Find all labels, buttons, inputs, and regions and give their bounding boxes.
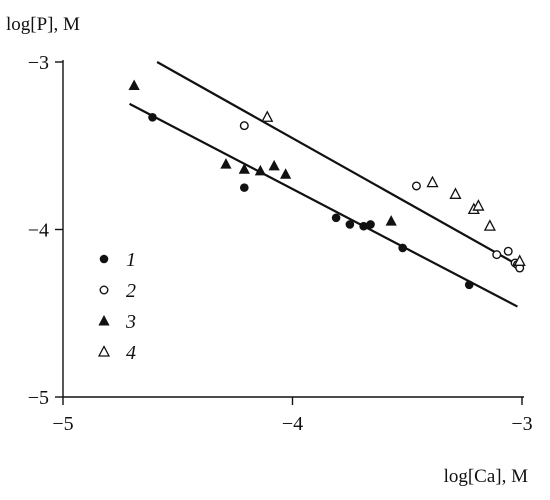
data-point-series-3: [268, 159, 280, 171]
legend-label-4: 4: [126, 342, 136, 364]
y-tick-label: −5: [28, 387, 49, 409]
data-point-series-2: [492, 250, 502, 260]
x-axis-label: log[Ca], M: [444, 466, 529, 487]
legend-marker-2: [99, 285, 109, 295]
legend-marker-3: [98, 315, 110, 326]
data-point-series-1: [464, 280, 474, 290]
data-point-series-4: [261, 110, 274, 122]
fit-line: [156, 61, 518, 266]
data-point-series-1: [148, 112, 157, 122]
x-tick-label: −5: [52, 413, 73, 435]
data-point-series-3: [220, 158, 232, 169]
data-point-series-1: [240, 183, 249, 192]
data-point-series-2: [411, 181, 421, 191]
x-tick-label: −3: [511, 413, 532, 435]
data-point-series-4: [483, 219, 496, 231]
legend-label-2: 2: [126, 280, 136, 302]
legend-label-3: 3: [125, 311, 136, 333]
data-point-series-1: [366, 220, 375, 229]
data-point-series-4: [426, 175, 439, 188]
data-point-series-3: [128, 79, 140, 90]
data-point-series-3: [254, 164, 266, 176]
y-tick-label: −3: [28, 52, 49, 74]
regression-lines: [129, 61, 518, 308]
legend-marker-4: [97, 345, 111, 357]
axis-ticks: −5 −4 −3 −3 −4 −5: [28, 52, 533, 435]
x-tick-label: −4: [282, 413, 303, 435]
data-point-series-1: [359, 221, 368, 231]
data-point-series-4: [449, 187, 462, 199]
legend-marker-1: [99, 254, 109, 264]
data-point-series-1: [345, 220, 355, 229]
data-point-series-3: [238, 163, 250, 174]
data-point-series-3: [280, 168, 292, 179]
data-point-series-2: [239, 121, 249, 131]
data-point-series-1: [331, 213, 341, 223]
legend-label-1: 1: [126, 249, 136, 271]
data-point-series-3: [385, 215, 397, 226]
fit-line: [129, 102, 518, 308]
data-point-series-4: [513, 254, 526, 266]
data-point-series-1: [398, 243, 407, 253]
data-point-series-2: [503, 246, 513, 256]
y-tick-label: −4: [28, 220, 49, 242]
data-points: [128, 79, 526, 290]
axes-frame: [62, 60, 524, 398]
y-axis-label: log[P], M: [6, 14, 80, 35]
data-point-series-4: [472, 199, 485, 211]
legend: 1 2 3 4: [97, 249, 136, 364]
